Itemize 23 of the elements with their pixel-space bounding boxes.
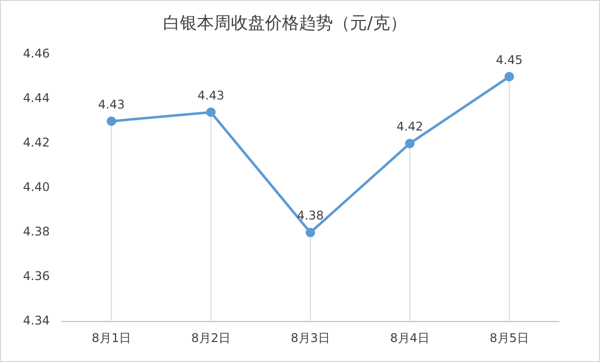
y-tick-label: 4.46 [23, 46, 50, 61]
data-label: 4.45 [496, 52, 523, 67]
x-tick-label: 8月3日 [290, 330, 330, 345]
y-tick-label: 4.36 [23, 269, 50, 284]
data-label: 4.43 [198, 88, 224, 102]
x-tick-label: 8月1日 [92, 330, 132, 345]
data-label: 4.42 [396, 120, 424, 134]
y-tick-label: 4.34 [23, 314, 50, 328]
point [504, 72, 514, 82]
y-tick-label: 4.38 [23, 224, 50, 239]
point [206, 108, 216, 118]
chart-title: 白银本周收盘价格趋势（元/克） [163, 14, 407, 34]
data-label: 4.38 [297, 208, 324, 223]
point [405, 138, 415, 148]
y-tick-label: 4.40 [23, 180, 50, 194]
x-tick-label: 8月2日 [191, 330, 231, 345]
x-tick-label: 8月5日 [490, 330, 529, 345]
y-tick-label: 4.42 [23, 136, 50, 150]
data-label: 4.43 [98, 97, 125, 112]
point [106, 116, 116, 126]
y-tick-label: 4.44 [23, 91, 50, 106]
point [306, 228, 316, 238]
x-tick-label: 8月4日 [390, 330, 430, 345]
